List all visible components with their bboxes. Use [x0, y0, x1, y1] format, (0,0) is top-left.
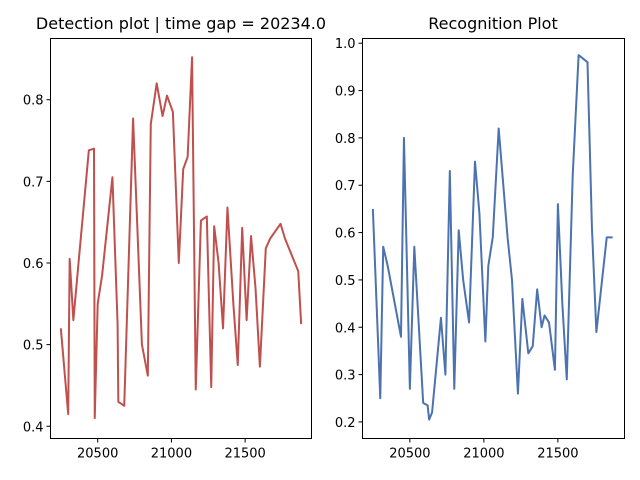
detection-plot-panel: Detection plot | time gap = 20234.0 2050…	[23, 14, 326, 462]
detection-plot-y-tick-label: 0.8	[23, 94, 44, 109]
detection-plot-frame	[50, 38, 312, 439]
recognition-plot-y-tick-label: 1.0	[335, 37, 356, 52]
recognition-plot-y-tick-label: 0.5	[335, 274, 356, 289]
detection-plot-y-tick-label: 0.7	[23, 175, 44, 190]
recognition-plot-marks: 20500 21000 21500 0.2 0.3 0.4 0.5 0.6 0.7 0.8 0.9 1…	[335, 37, 613, 462]
recognition-plot-series-line	[371, 54, 613, 421]
recognition-plot-y-tick-label: 0.9	[335, 85, 356, 100]
detection-plot-x-tick-label: 20500	[77, 447, 118, 462]
detection-plot-y-tick-label: 0.6	[23, 257, 44, 272]
detection-plot-marks: 20500 21000 21500 0.4 0.5 0.6 0.7 0.8	[23, 56, 303, 462]
recognition-plot-y-tick-label: 0.4	[335, 321, 356, 336]
detection-plot-y-tick-label: 0.4	[23, 420, 44, 435]
detection-plot-title: Detection plot | time gap = 20234.0	[36, 14, 326, 33]
recognition-plot-y-tick-label: 0.2	[335, 416, 356, 431]
recognition-plot-frame	[362, 38, 625, 439]
detection-plot-x-tick-label: 21000	[151, 447, 192, 462]
recognition-plot-y-tick-label: 0.7	[335, 179, 356, 194]
recognition-plot-y-tick-label: 0.3	[335, 369, 356, 384]
recognition-plot-x-tick-label: 21000	[463, 447, 504, 462]
detection-plot-x-tick-label: 21500	[224, 447, 265, 462]
recognition-plot-panel: Recognition Plot 20500 21000 21500 0.2 0.3 0.…	[335, 14, 625, 462]
detection-plot-y-tick-label: 0.5	[23, 339, 44, 354]
recognition-plot-x-tick-label: 21500	[537, 447, 578, 462]
recognition-plot-y-tick-label: 0.8	[335, 132, 356, 147]
recognition-plot-y-tick-label: 0.6	[335, 227, 356, 242]
recognition-plot-title: Recognition Plot	[428, 14, 557, 33]
recognition-plot-x-tick-label: 20500	[389, 447, 430, 462]
detection-plot-series-line	[59, 56, 303, 420]
